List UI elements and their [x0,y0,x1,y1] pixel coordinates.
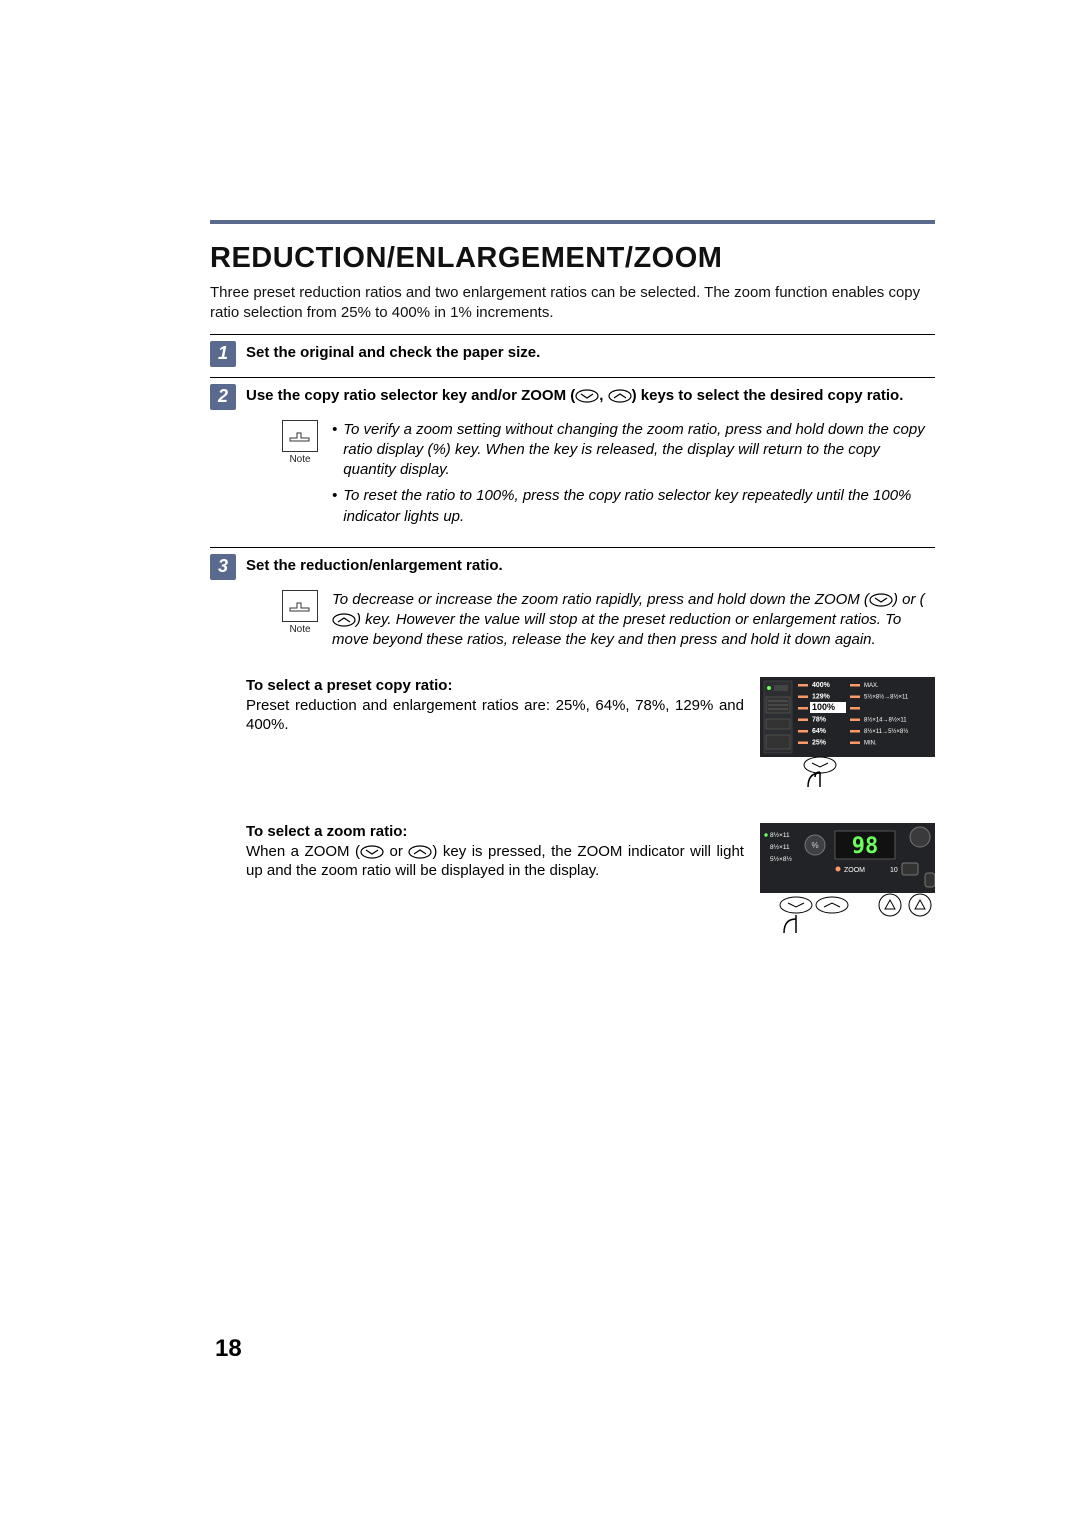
note-1: Note •To verify a zoom setting without c… [280,420,935,527]
divider [210,377,935,378]
ratio-panel-illustration: 400% MAX. 129% 5½×8½→8½×11 100% 78% 8½×14→8½×1… [760,677,935,787]
zoom-t2: or [384,843,408,860]
divider [210,334,935,335]
svg-text:100%: 100% [812,702,835,712]
preset-body: Preset reduction and enlargement ratios … [246,696,744,735]
svg-text:8½×14→8½×11: 8½×14→8½×11 [864,716,907,723]
svg-text:400%: 400% [812,682,831,689]
step-badge-1: 1 [210,341,236,367]
pointing-hand-icon [287,427,313,445]
svg-text:78%: 78% [812,716,827,723]
step-3: 3 Set the reduction/enlargement ratio. N… [210,554,935,651]
svg-text:ZOOM: ZOOM [844,867,865,874]
svg-text:64%: 64% [812,728,827,735]
zoom-down-icon [869,593,893,607]
zoom-heading: To select a zoom ratio: [246,823,744,840]
note-label: Note [280,454,320,465]
zoom-down-icon [360,845,384,859]
svg-text:%: % [811,841,818,850]
zoom-up-icon [608,389,632,403]
zoom-body: When a ZOOM ( or ) key is pressed, the Z… [246,842,744,881]
svg-text:8½×11→5½×8½: 8½×11→5½×8½ [864,728,908,735]
note-icon [282,420,318,452]
note-icon [282,590,318,622]
note-1-text: •To verify a zoom setting without changi… [332,420,935,527]
note-1-b2: To reset the ratio to 100%, press the co… [343,486,935,527]
zoom-ratio-section: To select a zoom ratio: When a ZOOM ( or… [246,823,935,933]
note-1-b1: To verify a zoom setting without changin… [343,420,935,481]
page: REDUCTION/ENLARGEMENT/ZOOM Three preset … [0,0,1080,1528]
preset-ratio-section: To select a preset copy ratio: Preset re… [246,677,935,787]
step-badge-2: 2 [210,384,236,410]
zoom-down-icon [575,389,599,403]
svg-text:MAX.: MAX. [864,683,879,689]
zoom-up-icon [332,613,356,627]
preset-heading: To select a preset copy ratio: [246,677,744,694]
note-2: Note To decrease or increase the zoom ra… [280,590,935,651]
svg-text:8½×11: 8½×11 [770,843,790,851]
page-number: 18 [215,1335,242,1363]
note-2-t3: ) key. However the value will stop at th… [332,611,901,648]
page-title: REDUCTION/ENLARGEMENT/ZOOM [210,242,935,275]
zoom-panel-illustration: 8½×11 8½×11 5½×8½ % 98 ZOOM 10 [760,823,935,933]
note-2-text: To decrease or increase the zoom ratio r… [332,590,935,651]
svg-text:10: 10 [890,867,898,874]
svg-text:98: 98 [852,834,879,859]
svg-text:25%: 25% [812,739,827,746]
note-label: Note [280,624,320,635]
step-3-text: Set the reduction/enlargement ratio. [246,554,503,576]
note-2-t2: ) or ( [893,591,925,608]
zoom-t1: When a ZOOM ( [246,843,360,860]
svg-text:5½×8½→8½×11: 5½×8½→8½×11 [864,693,909,700]
divider [210,547,935,548]
zoom-up-icon [408,845,432,859]
svg-text:5½×8½: 5½×8½ [770,855,792,863]
step-2-text-b: , [599,387,607,404]
note-2-t1: To decrease or increase the zoom ratio r… [332,591,869,608]
step-badge-3: 3 [210,554,236,580]
step-2: 2 Use the copy ratio selector key and/or… [210,384,935,527]
step-1: 1 Set the original and check the paper s… [210,341,935,367]
intro-text: Three preset reduction ratios and two en… [210,283,935,324]
step-2-text-a: Use the copy ratio selector key and/or Z… [246,387,575,404]
svg-text:MIN.: MIN. [864,740,877,746]
pointing-hand-icon [287,597,313,615]
top-rule [210,220,935,224]
step-1-text: Set the original and check the paper siz… [246,341,540,363]
svg-text:8½×11: 8½×11 [770,831,790,839]
step-2-text-c: ) keys to select the desired copy ratio. [632,387,904,404]
step-2-text: Use the copy ratio selector key and/or Z… [246,384,903,406]
svg-text:129%: 129% [812,693,831,700]
